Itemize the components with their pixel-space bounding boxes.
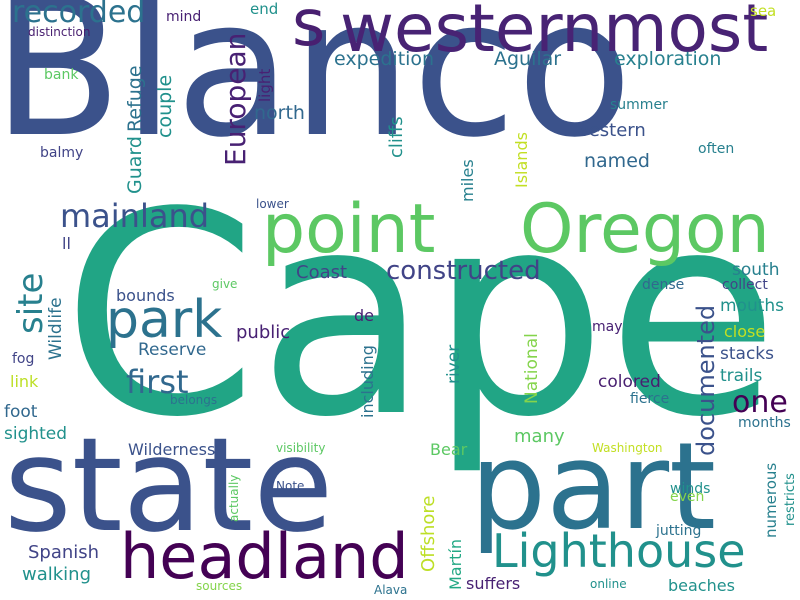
word-trails: trails (720, 366, 763, 386)
word-one: one (732, 385, 788, 420)
word-including: including (358, 345, 377, 418)
word-dense: dense (642, 277, 685, 293)
word-actually: actually (227, 474, 241, 522)
word-lighthouse: Lighthouse (492, 524, 746, 578)
word-first: first (126, 363, 189, 401)
word-stacks: stacks (720, 344, 774, 364)
word-headland: headland (120, 520, 409, 593)
word-visibility: visibility (276, 441, 326, 455)
word-fog: fog (12, 351, 35, 367)
word-cliffs: cliffs (386, 116, 407, 158)
word-end: end (250, 0, 279, 18)
word-coast: Coast (296, 262, 348, 283)
word-state: state (4, 409, 334, 561)
word-miles: miles (458, 159, 477, 202)
word-public: public (236, 322, 291, 343)
word-named: named (584, 150, 650, 172)
word-lower: lower (256, 197, 289, 211)
word-belongs: belongs (170, 393, 218, 407)
word-islands: Islands (512, 132, 531, 188)
word-national: National (522, 333, 542, 404)
word-wilderness: Wilderness (128, 440, 216, 459)
word-link: link (10, 372, 39, 391)
word-foot: foot (4, 402, 38, 422)
word-westernmost: westernmost (340, 0, 769, 67)
word-european: European (219, 32, 252, 166)
word-note: Note (276, 479, 305, 493)
word-cape: Cape (62, 153, 780, 479)
word-part: part (470, 418, 717, 557)
word-balmy: balmy (40, 145, 84, 161)
word-colored: colored (598, 372, 661, 392)
word-mind: mind (166, 9, 202, 25)
word-restricts: restricts (783, 473, 798, 526)
word-wildlife: Wildlife (46, 297, 66, 360)
word-recorded: recorded (12, 0, 146, 30)
word-beaches: beaches (668, 576, 735, 595)
word-give: give (212, 277, 238, 291)
word-suffers: suffers (466, 574, 521, 593)
word-martin: Martín (446, 538, 465, 590)
word-park: park (106, 290, 223, 350)
word-sea: sea (750, 2, 777, 20)
word-north: north (254, 102, 305, 124)
word-point-oregon: point (262, 190, 436, 269)
word-fierce: fierce (630, 391, 670, 407)
word-bear: Bear (430, 440, 468, 459)
word-light: light (256, 68, 274, 102)
word-online: online (590, 577, 627, 591)
word-documented: documented (692, 304, 720, 456)
word-spanish: Spanish (28, 542, 100, 563)
word-reserve: Reserve (138, 340, 207, 360)
word-blanco: Blanco (0, 0, 633, 179)
word-s: s (292, 0, 326, 61)
word-mouths: mouths (720, 296, 785, 316)
word-ll: ll (62, 234, 71, 253)
word-bank: bank (44, 67, 79, 83)
word-summer: summer (610, 97, 668, 113)
word-sources: sources (196, 579, 243, 593)
word-exploration: exploration (614, 48, 722, 70)
word-jutting: jutting (656, 523, 702, 539)
word-expedition: expedition (334, 48, 435, 70)
word-may: may (592, 319, 623, 335)
word-even: even (670, 489, 705, 505)
word-sighted: sighted (4, 424, 68, 444)
word-alava: Alava (374, 583, 408, 597)
word-bounds: bounds (116, 286, 175, 305)
word-mainland: mainland (60, 197, 210, 235)
word-couple: couple (154, 74, 176, 138)
word-river: river (444, 344, 464, 384)
word-south: south (732, 260, 780, 280)
word-collect: collect (722, 277, 768, 293)
word-numerous: numerous (762, 462, 780, 538)
word-site: site (11, 272, 51, 334)
word-washington: Washington (592, 441, 663, 455)
word-often: often (698, 141, 735, 157)
word-oregon: Oregon (520, 190, 770, 269)
word-walking: walking (22, 564, 92, 585)
word-offshore: Offshore (418, 495, 439, 572)
word-winds: winds (670, 481, 711, 497)
word-constructed: constructed (386, 256, 541, 286)
word-close: close (724, 322, 766, 341)
word-refuge: Refuge (124, 65, 146, 132)
word-aguilar: Aguilar (494, 48, 562, 70)
word-distinction: distinction (28, 25, 91, 39)
word-guard: Guard (124, 136, 146, 194)
word-de: de (354, 306, 374, 325)
word-western: western (574, 120, 646, 141)
word-months: months (738, 415, 791, 431)
word-many: many (514, 426, 565, 447)
